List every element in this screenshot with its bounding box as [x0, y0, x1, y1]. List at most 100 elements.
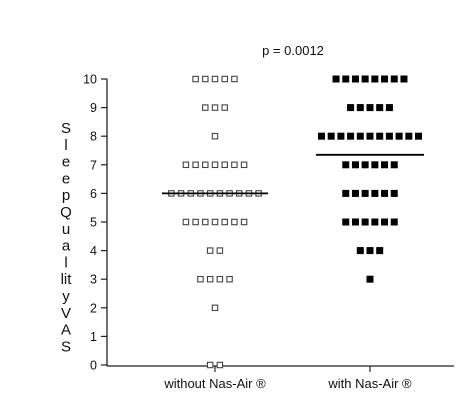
data-point-open — [216, 275, 224, 283]
data-point-open — [211, 75, 219, 83]
data-point-filled — [371, 218, 379, 226]
data-point-filled — [351, 161, 359, 169]
y-label-char: S — [61, 120, 71, 137]
data-point-filled — [381, 218, 389, 226]
axes — [106, 79, 454, 372]
data-point-filled — [342, 161, 350, 169]
y-label-char: e — [62, 154, 70, 171]
data-point-filled — [366, 275, 374, 283]
data-point-filled — [366, 247, 374, 255]
data-point-filled — [361, 75, 369, 83]
data-point-open — [221, 161, 228, 169]
y-tick-label: 4 — [90, 244, 97, 258]
y-tick-label: 0 — [90, 359, 97, 373]
y-label-char: e — [62, 170, 70, 187]
y-label-char: lit — [61, 271, 73, 288]
category-label: without Nas-Air ® — [163, 376, 266, 391]
y-tick-label: 8 — [90, 130, 97, 144]
category-labels: without Nas-Air ® with Nas-Air ® — [163, 376, 412, 391]
data-point-filled — [395, 132, 403, 140]
data-point-filled — [347, 104, 355, 112]
data-point-filled — [327, 132, 335, 140]
data-point-filled — [381, 161, 389, 169]
data-point-filled — [400, 75, 408, 83]
data-point-open — [221, 104, 228, 111]
data-point-open — [192, 75, 199, 83]
data-point-open — [202, 218, 209, 226]
data-point-open — [206, 275, 214, 283]
data-point-filled — [376, 247, 384, 255]
data-point-filled — [405, 132, 413, 140]
data-point-open — [211, 132, 219, 140]
y-tick-label: 2 — [90, 301, 97, 315]
data-point-filled — [390, 161, 398, 169]
data-point-filled — [361, 161, 369, 169]
data-point-filled — [356, 104, 364, 112]
y-ticks: 0 1 2 3 4 5 6 7 8 9 10 — [83, 73, 107, 373]
data-point-filled — [376, 104, 384, 112]
data-point-open — [211, 104, 219, 111]
data-point-open — [202, 104, 209, 111]
data-point-open — [231, 75, 238, 83]
y-label-char: Q — [60, 204, 72, 221]
data-point-filled — [332, 75, 340, 83]
data-point-filled — [342, 189, 350, 197]
data-point-filled — [390, 189, 398, 197]
data-point-open — [221, 75, 228, 83]
data-point-open — [182, 218, 190, 226]
y-tick-label: 3 — [90, 273, 97, 287]
data-point-open — [226, 275, 233, 283]
y-tick-label: 5 — [90, 216, 97, 230]
data-point-filled — [351, 189, 359, 197]
data-point-open — [216, 247, 224, 254]
data-point-open — [231, 161, 238, 169]
y-label-char: V — [61, 305, 71, 322]
data-point-filled — [371, 189, 379, 197]
data-point-open — [216, 361, 224, 369]
data-points — [168, 75, 422, 369]
data-point-open — [202, 161, 209, 169]
data-point-filled — [361, 189, 369, 197]
y-tick-label: 10 — [83, 73, 97, 87]
data-point-filled — [390, 75, 398, 83]
data-point-filled — [390, 218, 398, 226]
y-label-char: p — [62, 187, 70, 204]
p-value-annotation: p = 0.0012 — [262, 43, 324, 58]
data-point-filled — [371, 161, 379, 169]
data-point-filled — [356, 247, 364, 255]
data-point-filled — [371, 75, 379, 83]
y-label-char: l — [64, 137, 67, 154]
data-point-open — [197, 275, 204, 283]
data-point-filled — [366, 132, 374, 140]
data-point-filled — [351, 218, 359, 226]
data-point-open — [221, 218, 228, 226]
data-point-filled — [385, 104, 393, 112]
data-point-filled — [342, 218, 350, 226]
data-point-open — [240, 218, 248, 226]
y-tick-label: 7 — [90, 158, 97, 172]
data-point-filled — [361, 218, 369, 226]
data-point-open — [240, 161, 248, 169]
y-label-char: y — [62, 288, 70, 305]
data-point-open — [231, 218, 238, 226]
data-point-filled — [351, 75, 359, 83]
data-point-filled — [317, 132, 325, 140]
y-label-char: S — [61, 338, 71, 355]
y-tick-label: 9 — [90, 101, 97, 115]
y-label-char: u — [62, 221, 70, 238]
data-point-filled — [347, 132, 355, 140]
median-lines — [162, 153, 424, 195]
category-label: with Nas-Air ® — [327, 376, 412, 391]
data-point-open — [192, 218, 199, 226]
data-point-filled — [342, 75, 350, 83]
data-point-open — [206, 361, 214, 369]
data-point-open — [211, 304, 219, 312]
data-point-filled — [376, 132, 384, 140]
data-point-open — [211, 161, 219, 169]
data-point-filled — [366, 104, 374, 112]
y-label-char: a — [62, 238, 71, 255]
y-label-char: A — [61, 322, 71, 339]
data-point-filled — [381, 189, 389, 197]
